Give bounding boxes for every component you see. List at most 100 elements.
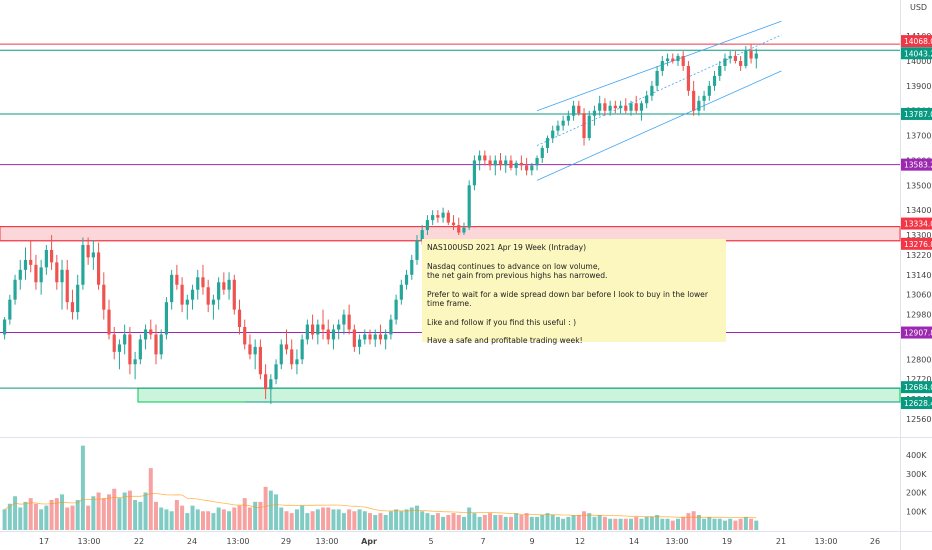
volume-bar	[738, 518, 743, 530]
candle-body	[639, 103, 644, 111]
candle-body	[603, 103, 607, 111]
candle-body	[436, 215, 440, 218]
volume-bar	[660, 518, 665, 530]
volume-bar	[169, 511, 174, 530]
volume-bar	[268, 490, 273, 530]
volume-bar	[117, 498, 122, 530]
candle-body	[676, 56, 680, 61]
candle-body	[404, 274, 409, 285]
volume-bar	[681, 516, 686, 530]
time-tick-label: 7	[480, 537, 485, 546]
volume-bar	[133, 500, 138, 530]
volume-bar	[23, 501, 28, 530]
candle-body	[217, 282, 221, 300]
volume-tick-label: 300K	[906, 470, 927, 479]
volume-bar	[649, 516, 654, 530]
candle-body	[316, 324, 320, 335]
candle-body	[749, 51, 753, 59]
volume-bar	[675, 518, 680, 530]
volume-bar	[195, 509, 200, 530]
price-tag	[901, 396, 932, 409]
volume-tick-label: 100K	[906, 507, 927, 516]
volume-bar	[91, 496, 96, 530]
candle-body	[389, 319, 393, 335]
volume-bar	[39, 509, 44, 530]
candle-body	[321, 324, 325, 330]
volume-bar	[728, 518, 733, 530]
volume-bar	[498, 515, 503, 530]
volume-bar	[7, 503, 12, 530]
volume-bar	[441, 516, 446, 530]
candle-body	[545, 138, 550, 149]
volume-bar	[404, 509, 409, 530]
price-tick-label: 13900.0	[906, 82, 932, 91]
volume-bar	[399, 511, 404, 530]
volume-bar	[2, 509, 7, 530]
volume-bar	[456, 515, 461, 530]
candle-body	[446, 212, 450, 223]
price-tag-label: 12907.8	[904, 329, 932, 338]
price-tag-label: 13276.8	[904, 240, 932, 249]
candle-body	[410, 259, 414, 275]
volume-bar	[566, 516, 571, 530]
volume-bar	[409, 507, 414, 530]
candle-body	[49, 249, 54, 263]
volume-bar	[743, 516, 748, 530]
volume-bar	[472, 513, 477, 530]
annotation-line: Have a safe and profitable trading week!	[427, 336, 583, 345]
volume-bar	[315, 509, 320, 530]
time-tick-label: 21	[776, 537, 786, 546]
candle-body	[519, 162, 523, 166]
volume-bar	[576, 515, 581, 530]
volume-bar	[96, 492, 101, 530]
candle-body	[279, 344, 283, 365]
candle-body	[143, 329, 148, 340]
candle-body	[196, 277, 200, 290]
volume-bar	[174, 500, 179, 530]
volume-bar	[608, 518, 613, 530]
volume-bar	[326, 507, 331, 530]
volume-bar	[535, 516, 540, 530]
price-tag	[901, 107, 932, 120]
volume-bar	[13, 496, 18, 530]
volume-bar	[190, 505, 195, 530]
time-tick-label: 17	[39, 537, 49, 546]
candle-body	[264, 374, 268, 390]
volume-bar	[65, 507, 70, 530]
time-tick-label: 29	[281, 537, 291, 546]
candle-body	[149, 329, 153, 335]
candle-body	[243, 327, 247, 345]
volume-bar	[253, 501, 258, 530]
candle-body	[300, 339, 304, 360]
candle-body	[117, 344, 122, 352]
candle-body	[498, 160, 503, 166]
annotation-line: Like and follow if you find this useful …	[427, 317, 577, 327]
volume-bar	[60, 494, 65, 530]
volume-bar	[112, 488, 117, 530]
candle-body	[373, 334, 377, 340]
price-tick-label: 13140.0	[906, 271, 932, 280]
price-tag	[901, 381, 932, 394]
volume-bar	[143, 492, 148, 530]
volume-bar	[227, 511, 232, 530]
candle-body	[102, 284, 106, 310]
candle-body	[467, 185, 471, 228]
volume-bar	[707, 516, 712, 530]
volume-bar	[44, 505, 49, 530]
candle-body	[91, 252, 95, 258]
volume-bar	[477, 516, 482, 530]
candle-body	[232, 279, 236, 310]
candle-body	[39, 267, 43, 283]
volume-bar	[451, 513, 456, 530]
candle-body	[483, 155, 487, 161]
candle-body	[76, 284, 80, 313]
candle-body	[227, 279, 231, 290]
volume-bar	[247, 507, 252, 530]
time-tick-label: 13:00	[226, 537, 249, 546]
price-tag	[901, 47, 932, 60]
candle-body	[712, 75, 717, 86]
volume-bar	[592, 516, 597, 530]
candle-body	[190, 289, 195, 300]
